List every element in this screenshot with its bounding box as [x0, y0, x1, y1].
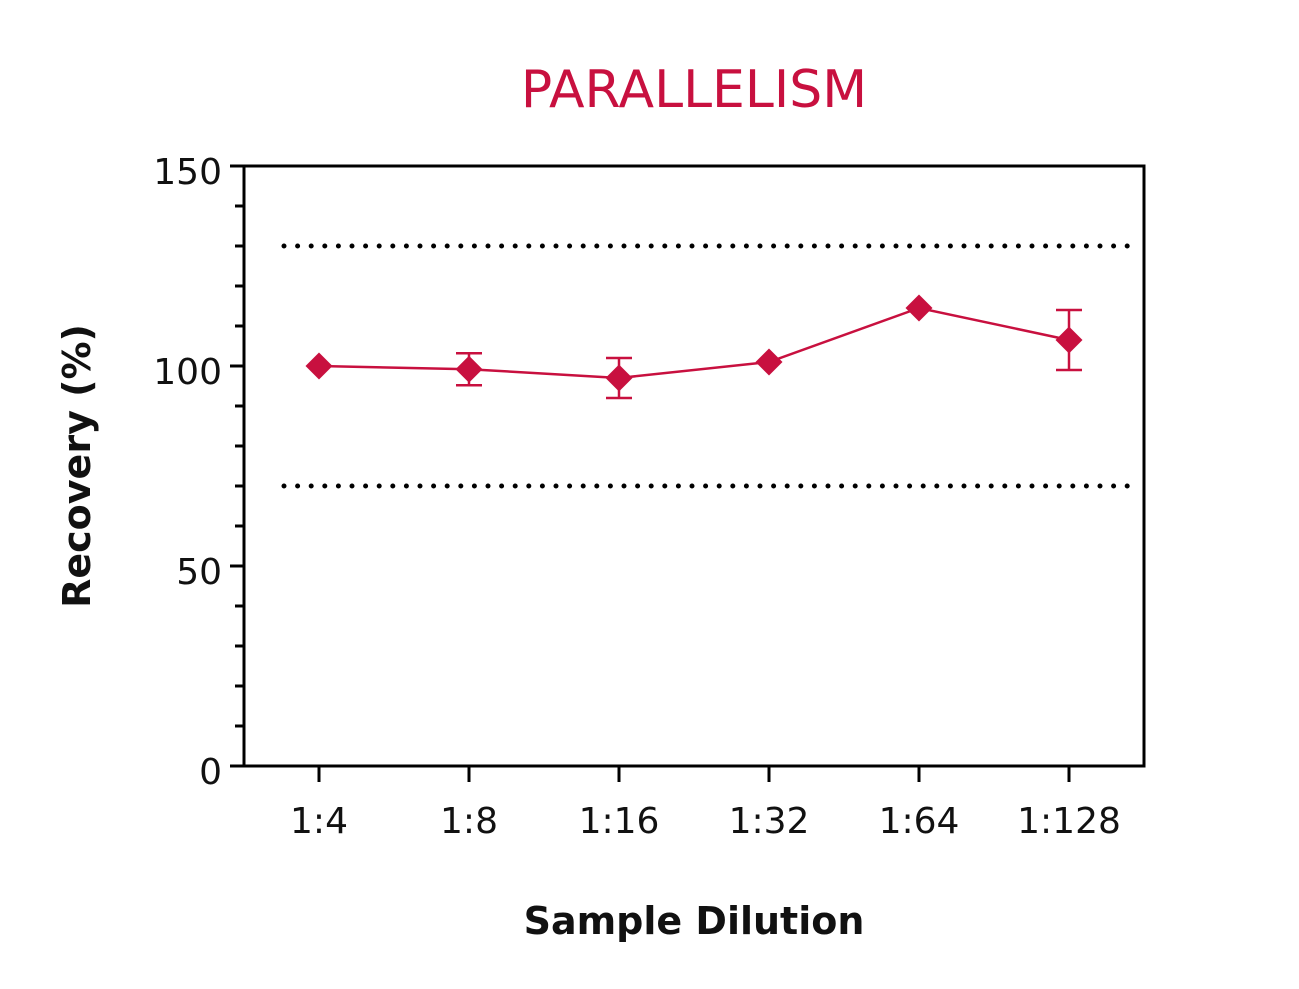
data-point	[905, 294, 933, 322]
series-line	[318, 306, 1070, 380]
y-tick-label: 0	[199, 752, 222, 793]
x-tick-label: 1:16	[579, 801, 660, 842]
series-layer	[305, 294, 1083, 400]
y-axis: 0 50 100 150	[153, 152, 244, 793]
x-tick-label: 1:4	[290, 801, 348, 842]
data-point	[1055, 326, 1083, 354]
data-point	[455, 355, 483, 383]
x-tick-label: 1:64	[879, 801, 960, 842]
x-tick-label: 1:8	[440, 801, 498, 842]
x-axis: 1:4 1:8 1:16 1:32 1:64 1:128	[290, 766, 1121, 842]
y-axis-title: Recovery (%)	[55, 324, 99, 608]
reference-lines	[281, 243, 1135, 489]
x-tick-label: 1:32	[729, 801, 810, 842]
x-tick-label: 1:128	[1017, 801, 1121, 842]
chart-title: PARALLELISM	[521, 60, 867, 120]
data-point	[305, 352, 333, 380]
data-point	[755, 348, 783, 376]
y-tick-label: 50	[176, 552, 222, 593]
y-tick-label: 100	[153, 352, 222, 393]
x-axis-title: Sample Dilution	[524, 899, 865, 943]
data-point	[605, 364, 633, 392]
plot-frame	[242, 164, 1146, 768]
y-tick-label: 150	[153, 152, 222, 193]
